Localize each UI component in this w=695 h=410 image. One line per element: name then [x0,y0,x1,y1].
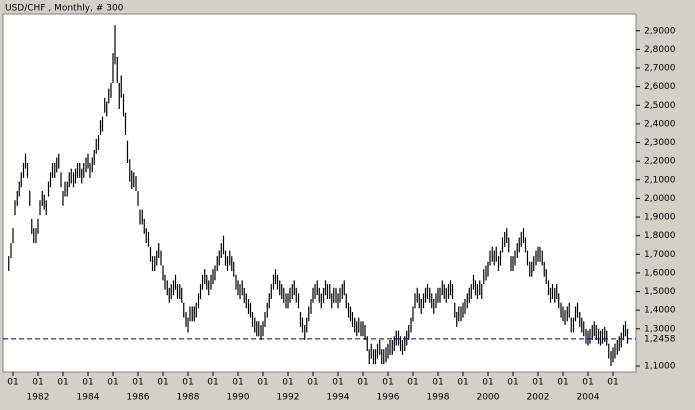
x-tick-label: 01 [7,378,18,388]
x-tick-label: 01 [307,378,318,388]
x-tick-label: 01 [582,378,593,388]
x-tick-label: 01 [607,378,618,388]
y-tick-label: 2,7000 [644,64,676,74]
y-tick-label: 2,0000 [644,194,676,204]
y-tick-label: 1,5000 [644,287,676,297]
x-tick-label: 01 [132,378,143,388]
x-tick-label: 01 [257,378,268,388]
year-label: 1998 [427,393,450,403]
y-tick-label: 1,3000 [644,324,676,334]
y-tick-label: 2,8000 [644,45,676,55]
year-label: 1994 [327,393,350,403]
year-label: 1988 [177,393,200,403]
y-tick-label: 1,8000 [644,231,676,241]
x-tick-label: 01 [482,378,493,388]
year-label: 2000 [477,393,500,403]
y-tick-label: 1,6000 [644,268,676,278]
y-tick-label: 2,2000 [644,157,676,167]
y-tick-label: 1,9000 [644,213,676,223]
x-tick-label: 01 [357,378,368,388]
plot-area [2,13,637,373]
year-label: 1984 [77,393,100,403]
x-tick-label: 01 [282,378,293,388]
x-tick-label: 01 [457,378,468,388]
y-tick-label: 2,1000 [644,175,676,185]
x-tick-label: 01 [157,378,168,388]
x-tick-label: 01 [57,378,68,388]
x-tick-label: 01 [382,378,393,388]
x-tick-label: 01 [207,378,218,388]
x-tick-label: 01 [82,378,93,388]
year-label: 1982 [27,393,50,403]
reference-label: 1,2458 [644,334,676,344]
x-tick-label: 01 [232,378,243,388]
x-tick-label: 01 [507,378,518,388]
x-tick-label: 01 [32,378,43,388]
year-label: 1986 [127,393,150,403]
x-tick-label: 01 [107,378,118,388]
y-tick-label: 2,4000 [644,119,676,129]
y-tick-label: 1,7000 [644,250,676,260]
y-tick-label: 2,9000 [644,26,676,36]
x-tick-label: 01 [332,378,343,388]
year-label: 1990 [227,393,250,403]
y-tick-label: 2,5000 [644,101,676,111]
year-label: 1992 [277,393,300,403]
y-tick-label: 1,1000 [644,362,676,372]
year-label: 2004 [577,393,600,403]
x-tick-label: 01 [182,378,193,388]
x-tick-label: 01 [407,378,418,388]
y-tick-label: 2,3000 [644,138,676,148]
y-tick-label: 1,4000 [644,306,676,316]
year-label: 1996 [377,393,400,403]
x-tick-label: 01 [432,378,443,388]
x-tick-label: 01 [557,378,568,388]
x-tick-label: 01 [532,378,543,388]
year-label: 2002 [527,393,550,403]
chart-title: USD/CHF , Monthly, # 300 [5,4,124,14]
y-tick-label: 2,6000 [644,82,676,92]
